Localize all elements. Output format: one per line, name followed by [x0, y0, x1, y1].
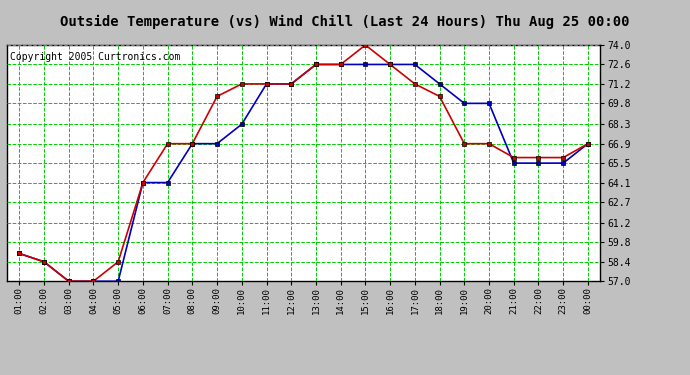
Text: Copyright 2005 Curtronics.com: Copyright 2005 Curtronics.com [10, 52, 180, 62]
Text: Outside Temperature (vs) Wind Chill (Last 24 Hours) Thu Aug 25 00:00: Outside Temperature (vs) Wind Chill (Las… [60, 15, 630, 29]
